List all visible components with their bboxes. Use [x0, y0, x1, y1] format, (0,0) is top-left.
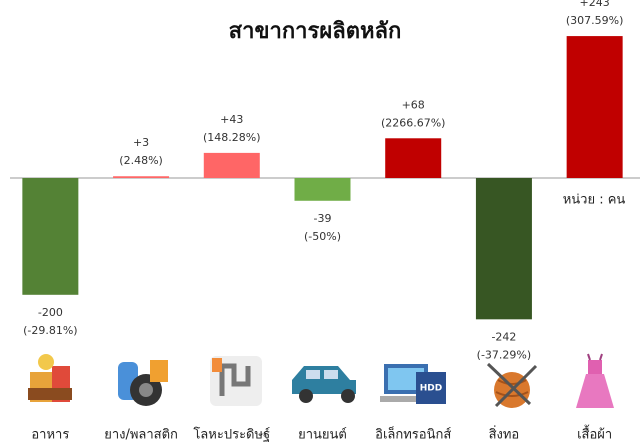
change-label: (-29.81%) [23, 324, 78, 337]
change-label: (-50%) [304, 230, 341, 243]
value-label: +3 [133, 136, 149, 149]
bar [475, 178, 532, 320]
metal-icon [210, 356, 262, 406]
bar [385, 138, 442, 178]
value-label: +43 [220, 113, 243, 126]
dress-icon [576, 353, 614, 408]
value-label: +68 [402, 98, 425, 111]
category-label: ยานยนต์ [298, 427, 347, 443]
category-label: ยาง/พลาสติก [104, 428, 178, 443]
electronics-icon: HDD [380, 364, 446, 404]
hdd-text: HDD [420, 384, 442, 394]
bar [294, 178, 351, 201]
value-label: -242 [491, 330, 516, 343]
unit-label: หน่วย : คน [563, 193, 626, 208]
category-label: โลหะประดิษฐ์ [193, 427, 270, 443]
value-label: -200 [38, 306, 63, 319]
bar [113, 176, 170, 178]
change-label: (148.28%) [203, 131, 261, 144]
textile-icon [486, 362, 538, 408]
category-label: อาหาร [31, 428, 69, 443]
bar [22, 178, 79, 295]
value-label: +243 [580, 0, 610, 9]
change-label: (2266.67%) [381, 116, 446, 129]
category-label: สิ่งทอ [489, 426, 520, 443]
bar [203, 152, 260, 178]
change-label: (307.59%) [566, 14, 624, 27]
rubber-icon [118, 360, 168, 406]
category-label: อิเล็กทรอนิกส์ [375, 425, 451, 443]
category-label: เสื้อผ้า [577, 425, 612, 443]
chart-title: สาขาการผลิตหลัก [229, 19, 402, 44]
value-label: -39 [314, 212, 332, 225]
car-icon [292, 366, 356, 403]
icons: HDD [28, 353, 614, 408]
bar [566, 36, 623, 179]
food-icon [28, 354, 72, 402]
change-label: (2.48%) [119, 154, 163, 167]
change-label: (-37.29%) [477, 348, 532, 361]
